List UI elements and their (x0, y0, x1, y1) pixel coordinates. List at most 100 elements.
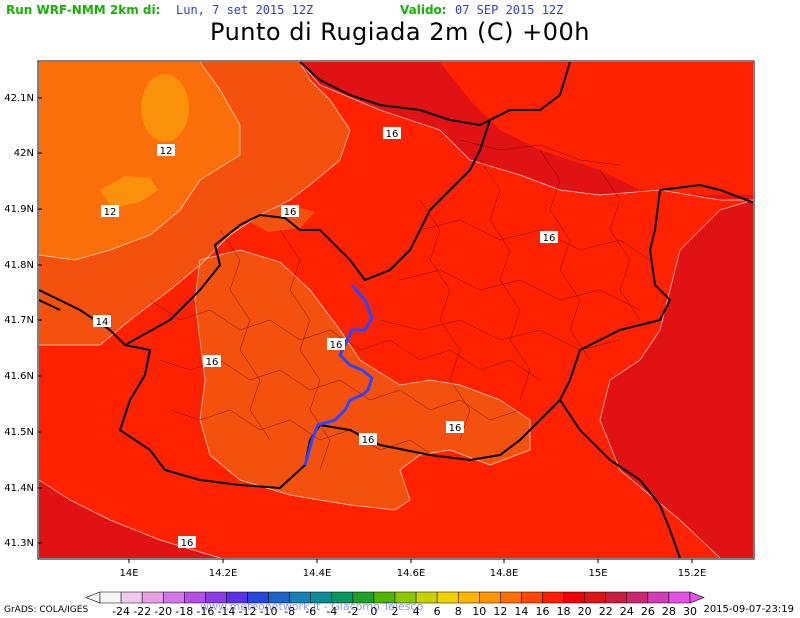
field-18-southwest (39, 480, 220, 558)
lat-tick-label: 41.6N (4, 371, 34, 382)
contour-field (39, 62, 753, 558)
lon-tick-label: 15.2E (678, 568, 707, 579)
lon-tick-label: 14.4E (303, 568, 332, 579)
run-date: Lun, 7 set 2015 12Z (176, 3, 314, 17)
colorbar-tick-label: -24 (112, 605, 130, 618)
lat-tick-label: 42N (14, 148, 34, 159)
field-12-area (39, 62, 240, 260)
lon-tick-label: 15E (588, 568, 607, 579)
colorbar-swatch (162, 591, 185, 604)
blue-border-line (303, 284, 374, 466)
contour-label: 16 (281, 205, 299, 218)
contour-label: 16 (203, 355, 221, 368)
lon-tick-label: 14.8E (490, 568, 519, 579)
colorbar-swatch (436, 591, 459, 604)
contour-label: 12 (101, 205, 119, 218)
colorbar-tick-label: -6 (305, 605, 316, 618)
colorbar-swatch (141, 591, 164, 604)
colorbar-tick-label: 28 (662, 605, 676, 618)
lon-tick-label: 14.6E (397, 568, 426, 579)
field-14-central (195, 250, 530, 510)
colorbar: -24 -22 -20 -18 -16 -14 -12 -10 -8 -6 -4 -2 0 2 4 6 8 10 1… (85, 591, 705, 618)
colorbar-tick-label: -22 (133, 605, 151, 618)
colorbar-tick-label: -2 (347, 605, 358, 618)
colorbar-tick-label: 10 (472, 605, 486, 618)
colorbar-arrow-left (85, 591, 101, 604)
colorbar-tick-label: 24 (620, 605, 634, 618)
colorbar-tick-label: -12 (239, 605, 257, 618)
colorbar-tick-label: 22 (599, 605, 613, 618)
colorbar-tick-label: 18 (557, 605, 571, 618)
colorbar-swatch (647, 591, 670, 604)
map-title: Punto di Rugiada 2m (C) +00h (210, 18, 590, 46)
colorbar-swatch (500, 591, 522, 604)
contour-label: 14 (93, 315, 111, 328)
lat-tick-label: 41.4N (4, 483, 34, 494)
latitude-axis: 42.1N 42N 41.9N 41.8N 41.7N 41.6N 41.5N … (4, 93, 42, 549)
colorbar-swatch (457, 591, 480, 604)
colorbar-swatch (542, 591, 564, 604)
svg-text:12: 12 (160, 146, 173, 157)
colorbar-swatch (120, 591, 143, 604)
colorbar-swatch (605, 591, 628, 604)
svg-text:16: 16 (449, 423, 462, 434)
colorbar-swatch (563, 591, 585, 604)
svg-text:16: 16 (386, 129, 399, 140)
contour-label: 12 (157, 144, 175, 157)
lat-tick-label: 41.9N (4, 204, 34, 215)
contour-label: 16 (446, 421, 464, 434)
colorbar-tick-label: 0 (370, 605, 377, 618)
colorbar-swatch (626, 591, 649, 604)
field-16-northeast (440, 62, 753, 195)
svg-text:16: 16 (362, 435, 375, 446)
lat-tick-label: 42.1N (4, 93, 34, 104)
colorbar-tick-label: -16 (196, 605, 214, 618)
colorbar-tick-label: -8 (284, 605, 295, 618)
colorbar-tick-label: 16 (536, 605, 550, 618)
lat-tick-label: 41.3N (4, 538, 34, 549)
colorbar-tick-label: -20 (154, 605, 172, 618)
timestamp: 2015-09-07-23:19 (703, 604, 794, 615)
valid-date: 07 SEP 2015 12Z (455, 3, 564, 17)
longitude-axis: 14E 14.2E 14.4E 14.6E 14.8E 15E 15.2E (119, 559, 706, 579)
run-label: Run WRF-NMM 2km di: (6, 3, 161, 17)
regional-borders (39, 62, 753, 558)
colorbar-tick-label: 2 (392, 605, 399, 618)
colorbar-swatch (479, 591, 501, 604)
contour-label-group: 12 12 16 16 14 16 16 16 16 16 16 (93, 127, 558, 549)
field-10-west (100, 176, 158, 208)
svg-text:16: 16 (181, 538, 194, 549)
valid-label: Valido: (400, 3, 447, 17)
contour-label: 16 (540, 231, 558, 244)
contour-label: 16 (178, 536, 196, 549)
contour-label: 16 (383, 127, 401, 140)
svg-text:12: 12 (104, 207, 117, 218)
lat-tick-label: 41.5N (4, 427, 34, 438)
contour-label: 16 (359, 433, 377, 446)
colorbar-arrow-right (689, 591, 705, 604)
contour-label: 16 (327, 338, 345, 351)
colorbar-tick-label: 20 (578, 605, 592, 618)
lon-tick-label: 14E (119, 568, 138, 579)
colorbar-tick-label: -14 (217, 605, 235, 618)
field-10-north (141, 74, 189, 142)
colorbar-tick-label: -10 (260, 605, 278, 618)
field-18-east (300, 62, 753, 558)
svg-text:16: 16 (543, 233, 556, 244)
colorbar-swatch (521, 591, 543, 604)
svg-text:16: 16 (206, 357, 219, 368)
colorbar-tick-label: 8 (455, 605, 462, 618)
svg-text:16: 16 (284, 207, 297, 218)
lat-tick-label: 41.8N (4, 260, 34, 271)
lon-tick-label: 14.2E (209, 568, 238, 579)
colorbar-swatch (99, 591, 122, 604)
colorbar-tick-label: 14 (514, 605, 528, 618)
colorbar-swatch (584, 591, 606, 604)
colorbar-tick-label: 4 (413, 605, 420, 618)
lat-tick-label: 41.7N (4, 315, 34, 326)
colorbar-tick-label: 12 (493, 605, 507, 618)
svg-text:16: 16 (330, 340, 343, 351)
colorbar-tick-label: 26 (641, 605, 655, 618)
colorbar-tick-label: -4 (326, 605, 337, 618)
